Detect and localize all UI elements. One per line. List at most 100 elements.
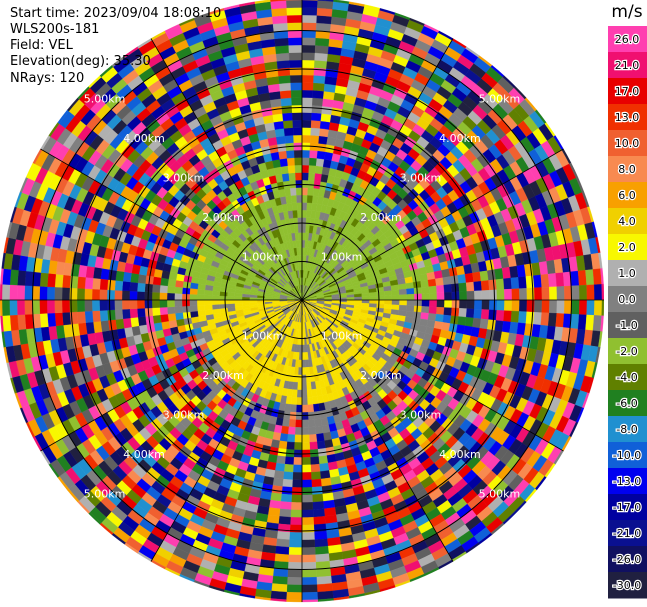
velocity-gate: [301, 97, 313, 106]
elevation: Elevation(deg): 35.30: [10, 54, 151, 69]
velocity-gate: [312, 403, 320, 413]
velocity-gate: [480, 280, 490, 291]
velocity-gate: [286, 0, 303, 9]
velocity-gate: [316, 440, 326, 450]
velocity-gate: [301, 547, 316, 556]
velocity-gate: [204, 309, 214, 316]
velocity-gate: [181, 293, 190, 301]
velocity-gate: [275, 52, 290, 62]
velocity-gate: [435, 313, 444, 323]
velocity-gate: [159, 299, 168, 308]
velocity-gate: [39, 286, 48, 301]
velocity-gate: [296, 194, 303, 203]
velocity-gate: [301, 539, 316, 548]
velocity-gate: [77, 311, 86, 324]
velocity-gate: [306, 202, 313, 211]
velocity-gate: [287, 426, 296, 435]
velocity-gate: [114, 299, 123, 310]
velocity-gate: [295, 172, 303, 181]
velocity-gate: [307, 180, 315, 189]
velocity-gate: [284, 456, 294, 465]
velocity-gate: [129, 299, 138, 310]
velocity-gate: [474, 299, 483, 310]
velocity-gate: [189, 288, 198, 295]
velocity-gate: [436, 299, 445, 308]
velocity-gate: [287, 165, 296, 174]
velocity-gate: [114, 290, 123, 301]
velocity-gate: [219, 303, 228, 309]
velocity-gate: [189, 305, 198, 312]
velocity-gate: [488, 309, 497, 321]
velocity-gate: [294, 224, 299, 234]
velocity-gate: [315, 158, 325, 167]
velocity-gate: [427, 313, 437, 322]
velocity-gate: [289, 180, 297, 189]
velocity-gate: [346, 299, 355, 303]
velocity-gate: [278, 150, 288, 160]
velocity-gate: [420, 312, 429, 321]
velocity-gate: [301, 569, 317, 578]
velocity-gate: [443, 284, 452, 293]
velocity-gate: [122, 317, 132, 329]
velocity-gate: [369, 299, 378, 305]
velocity-gate: [301, 14, 318, 24]
velocity-gate: [296, 202, 303, 211]
velocity-gate: [494, 320, 504, 332]
velocity-gate: [593, 299, 603, 316]
velocity-gate: [301, 232, 306, 241]
velocity-gate: [315, 22, 332, 32]
velocity-gate: [234, 299, 243, 304]
velocity-gate: [283, 471, 294, 480]
velocity-gate: [99, 278, 109, 290]
velocity-gate: [219, 299, 228, 305]
velocity-gate: [301, 217, 307, 226]
range-ring-label: 1.00km: [321, 330, 363, 343]
velocity-gate: [310, 456, 320, 465]
velocity-gate: [301, 179, 309, 188]
velocity-gate: [61, 299, 70, 313]
velocity-gate: [288, 419, 296, 428]
velocity-gate: [298, 232, 303, 241]
velocity-gate: [301, 419, 309, 428]
velocity-gate: [286, 14, 303, 24]
velocity-gate: [276, 60, 290, 69]
velocity-gate: [280, 425, 289, 435]
velocity-gate: [457, 274, 467, 284]
velocity-gate: [488, 279, 497, 291]
colorbar-title: m/s: [611, 2, 642, 22]
velocity-gate: [204, 304, 213, 311]
velocity-gate: [287, 22, 303, 31]
velocity-gate: [301, 82, 314, 91]
velocity-gate: [556, 299, 565, 314]
velocity-gate: [107, 309, 116, 321]
velocity-gate: [301, 247, 305, 256]
velocity-gate: [391, 289, 400, 296]
velocity-gate: [291, 97, 303, 106]
velocity-gate: [301, 464, 312, 473]
velocity-gate: [301, 22, 317, 31]
velocity-gate: [533, 312, 542, 326]
velocity-gate: [549, 299, 558, 314]
velocity-gate: [510, 277, 520, 290]
velocity-gate: [272, 15, 288, 25]
velocity-gate: [274, 553, 289, 563]
velocity-gate: [115, 318, 125, 330]
velocity-gate: [518, 311, 527, 324]
colorbar-tick-label: 26.0: [615, 33, 640, 46]
velocity-gate: [106, 299, 115, 311]
velocity-gate: [414, 293, 423, 301]
velocity-gate: [241, 302, 250, 307]
velocity-gate: [307, 404, 314, 413]
velocity-gate: [316, 583, 333, 593]
velocity-gate: [301, 389, 308, 398]
velocity-gate: [295, 239, 300, 248]
velocity-gate: [354, 293, 363, 298]
velocity-gate: [292, 209, 298, 219]
velocity-gate: [9, 299, 18, 316]
velocity-gate: [519, 299, 528, 312]
velocity-gate: [92, 310, 101, 323]
velocity-gate: [487, 319, 497, 331]
velocity-gate: [289, 532, 303, 541]
velocity-gate: [405, 282, 415, 290]
velocity-gate: [275, 538, 290, 548]
